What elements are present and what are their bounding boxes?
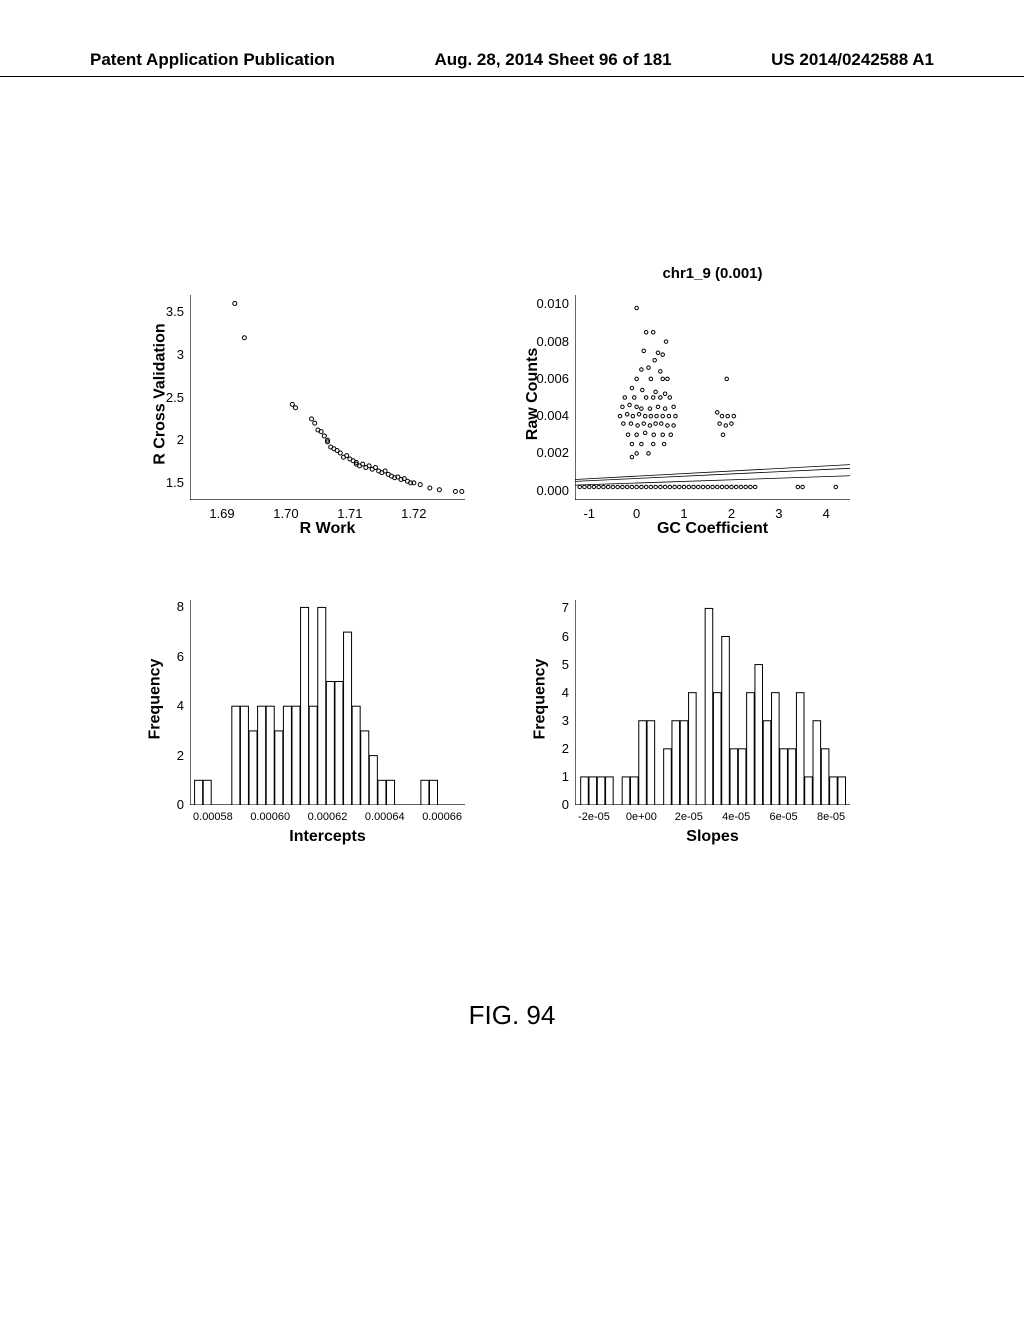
panel-topright-scatter [575,295,850,500]
x-label-bottomright: Slopes [575,828,850,846]
y-label-bottomright: Frequency [531,659,549,740]
figure-grid: R Cross Validation 1.522.533.5 1.691.701… [145,270,885,890]
figure-caption: FIG. 94 [0,1000,1024,1031]
x-label-topleft: R Work [190,520,465,538]
y-label-bottomleft: Frequency [146,659,164,740]
panel-title-topright: chr1_9 (0.001) [575,265,850,282]
x-label-bottomleft: Intercepts [190,828,465,846]
y-label-topright: Raw Counts [524,348,542,440]
panel-topleft-scatter [190,295,465,500]
x-label-topright: GC Coefficient [575,520,850,538]
header-center: Aug. 28, 2014 Sheet 96 of 181 [434,50,671,70]
panel-bottomright-hist [575,600,850,805]
panel-bottomleft-hist [190,600,465,805]
header-right: US 2014/0242588 A1 [771,50,934,70]
header-left: Patent Application Publication [90,50,335,70]
patent-header: Patent Application Publication Aug. 28, … [0,50,1024,77]
